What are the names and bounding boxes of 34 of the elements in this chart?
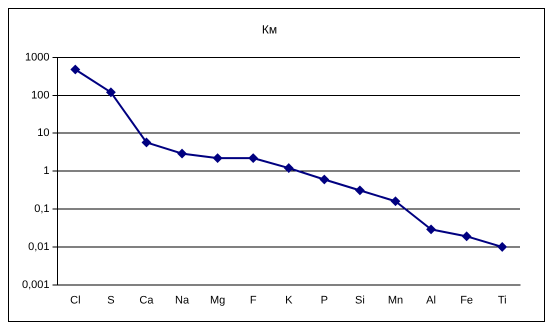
point bbox=[70, 64, 80, 74]
point bbox=[390, 196, 400, 206]
point bbox=[355, 186, 364, 195]
x-tick-label: Ca bbox=[139, 294, 154, 306]
point bbox=[178, 149, 187, 158]
x-tick-label: Mg bbox=[210, 294, 226, 306]
point bbox=[213, 154, 222, 163]
y-tick-label: 0,1 bbox=[34, 203, 50, 216]
x-tick-label: S bbox=[107, 294, 115, 306]
point bbox=[284, 164, 294, 173]
point bbox=[142, 138, 151, 147]
point bbox=[462, 232, 472, 241]
x-tick-label: Ti bbox=[498, 294, 507, 306]
point bbox=[248, 154, 258, 163]
y-tick-label: 0,001 bbox=[22, 278, 50, 291]
x-tick-label: F bbox=[250, 294, 257, 306]
x-tick-label: Cl bbox=[70, 294, 81, 306]
point bbox=[426, 224, 436, 234]
y-tick-label: 100 bbox=[31, 89, 50, 102]
y-tick-label: 1 bbox=[43, 165, 50, 178]
point bbox=[320, 175, 329, 184]
x-tick-label: P bbox=[320, 294, 328, 306]
y-tick-label: 0,01 bbox=[28, 240, 50, 253]
x-tick-label: Fe bbox=[460, 294, 474, 306]
x-tick-label: Al bbox=[426, 294, 436, 306]
y-tick-label: 1000 bbox=[25, 51, 50, 64]
x-tick-label: Si bbox=[355, 294, 365, 306]
point bbox=[498, 242, 507, 252]
x-tick-label: Na bbox=[175, 294, 190, 306]
point bbox=[106, 88, 116, 97]
y-tick-label: 10 bbox=[37, 127, 50, 140]
x-tick-label: Mn bbox=[388, 294, 404, 306]
chart-title: Км bbox=[262, 22, 278, 37]
x-tick-label: K bbox=[285, 294, 294, 306]
